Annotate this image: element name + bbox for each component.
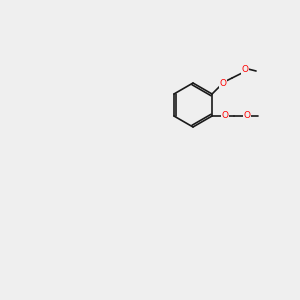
Text: O: O xyxy=(220,79,226,88)
Text: O: O xyxy=(222,112,229,121)
Text: O: O xyxy=(244,112,250,121)
Text: O: O xyxy=(242,65,249,74)
